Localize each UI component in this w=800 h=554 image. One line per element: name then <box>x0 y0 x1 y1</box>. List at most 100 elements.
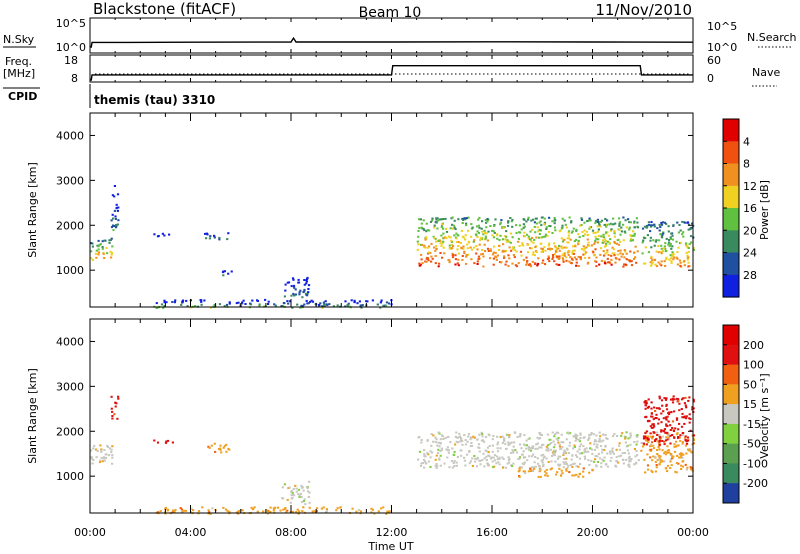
echo-cell-6 <box>423 466 426 469</box>
echo-cell-7 <box>504 263 507 266</box>
echo-cell-1 <box>114 224 118 226</box>
echo-cell-8 <box>681 434 684 437</box>
echo-cell-9 <box>665 397 668 400</box>
echo-cell-7 <box>577 265 580 267</box>
echo-cell-8 <box>677 246 680 249</box>
echo-cell-6 <box>600 462 603 465</box>
echo-cell-6 <box>417 458 420 461</box>
echo-cell-6 <box>627 457 631 460</box>
echo-cell-0 <box>103 449 106 451</box>
echo-cell-4 <box>294 484 297 487</box>
echo-cell-8 <box>641 241 644 244</box>
echo-cell-9 <box>675 397 679 400</box>
echo-cell-6 <box>636 440 639 443</box>
echo-cell-7 <box>548 230 551 233</box>
echo-cell-6 <box>461 440 464 442</box>
echo-cell-7 <box>522 226 525 229</box>
echo-cell-7 <box>485 226 488 229</box>
colorbar-tick-label: 50 <box>743 378 757 391</box>
echo-cell-8 <box>672 224 675 227</box>
date-title: 11/Nov/2010 <box>595 1 692 19</box>
echo-cell-7 <box>606 261 610 264</box>
echo-cell-7 <box>424 260 427 263</box>
echo-cell-5 <box>290 294 293 297</box>
echo-cell-6 <box>440 447 443 450</box>
echo-cell-3 <box>213 442 216 445</box>
echo-cell-7 <box>577 475 580 478</box>
echo-cell-6 <box>594 440 598 443</box>
echo-cell-8 <box>660 252 663 255</box>
echo-cell-8 <box>656 227 659 230</box>
echo-cell-9 <box>655 417 658 419</box>
echo-cell-6 <box>501 466 505 469</box>
echo-cell-7 <box>580 218 584 221</box>
echo-cell-9 <box>688 421 691 424</box>
echo-cell-6 <box>602 439 605 442</box>
echo-cell-7 <box>505 240 508 243</box>
echo-cell-8 <box>683 264 686 267</box>
echo-cell-6 <box>491 438 494 441</box>
echo-cell-8 <box>678 453 681 456</box>
echo-cell-5 <box>277 506 280 509</box>
echo-cell-7 <box>483 229 486 232</box>
echo-cell-6 <box>584 450 587 453</box>
echo-cell-7 <box>484 219 487 221</box>
nsearch-label: N.Search <box>747 31 797 44</box>
echo-cell-7 <box>527 216 530 219</box>
echo-cell-8 <box>687 261 690 264</box>
echo-cell-7 <box>481 252 484 255</box>
echo-cell-6 <box>287 302 290 305</box>
echo-cell-8 <box>679 264 682 267</box>
echo-cell-6 <box>580 452 584 455</box>
echo-cell-7 <box>428 229 431 232</box>
echo-cell-5 <box>297 278 300 281</box>
echo-cell-9 <box>651 423 654 426</box>
echo-cell-7 <box>551 232 554 234</box>
echo-cell-7 <box>624 231 627 234</box>
echo-cell-7 <box>616 239 619 242</box>
echo-cell-8 <box>690 226 693 229</box>
echo-cell-7 <box>487 250 490 252</box>
echo-cell-6 <box>524 456 527 459</box>
echo-cell-7 <box>426 229 429 232</box>
echo-cell-7 <box>567 241 570 244</box>
echo-cell-6 <box>593 448 596 451</box>
echo-cell-0 <box>96 450 99 452</box>
echo-cell-7 <box>582 470 585 473</box>
echo-cell-7 <box>425 236 428 239</box>
echo-cell-5 <box>316 507 319 510</box>
echo-cell-7 <box>480 253 483 256</box>
echo-cell-6 <box>514 431 517 434</box>
echo-cell-6 <box>575 438 578 441</box>
echo-cell-8 <box>656 431 659 434</box>
echo-cell-8 <box>658 434 661 436</box>
echo-cell-5 <box>299 289 302 292</box>
echo-cell-3 <box>223 445 226 448</box>
echo-cell-8 <box>687 265 690 268</box>
echo-cell-6 <box>549 438 552 441</box>
echo-cell-7 <box>583 249 586 252</box>
echo-cell-2 <box>166 439 170 442</box>
echo-cell-8 <box>650 443 653 446</box>
echo-cell-8 <box>656 453 659 455</box>
echo-cell-7 <box>489 248 492 251</box>
echo-cell-7 <box>595 237 598 240</box>
echo-cell-7 <box>569 256 572 259</box>
echo-cell-8 <box>684 436 687 439</box>
echo-cell-7 <box>600 219 604 222</box>
echo-cell-9 <box>642 442 645 445</box>
echo-cell-7 <box>525 256 528 259</box>
echo-cell-7 <box>610 228 613 231</box>
echo-cell-5 <box>303 283 306 286</box>
echo-cell-6 <box>522 463 525 466</box>
nsky-label: N.Sky <box>3 33 35 46</box>
echo-cell-3 <box>210 444 213 447</box>
echo-cell-6 <box>598 438 601 440</box>
echo-cell-6 <box>447 449 450 452</box>
echo-cell-7 <box>535 236 538 239</box>
echo-cell-6 <box>491 450 494 453</box>
echo-cell-5 <box>308 506 311 509</box>
echo-cell-7 <box>434 262 437 265</box>
echo-cell-8 <box>676 221 679 224</box>
echo-cell-7 <box>561 257 564 260</box>
